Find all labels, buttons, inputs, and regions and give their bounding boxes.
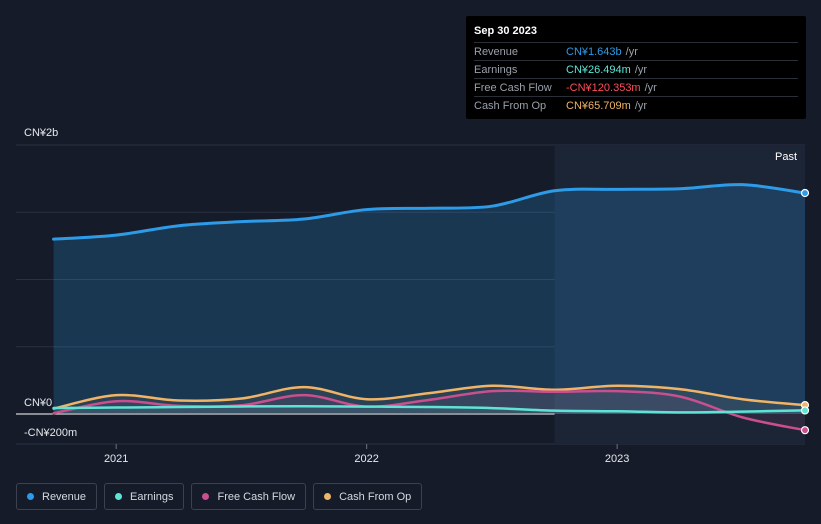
tooltip-value: -CN¥120.353m [566,81,641,94]
x-tick-label: 2023 [605,453,629,465]
y-axis-label-zero: CN¥0 [24,397,52,409]
legend-label: Cash From Op [339,490,412,503]
tooltip-row-earnings: Earnings CN¥26.494m /yr [474,60,798,78]
tooltip-row-cash-from-op: Cash From Op CN¥65.709m /yr [474,96,798,114]
legend-dot-icon [324,493,332,500]
x-tick-label: 2021 [104,453,128,465]
x-axis-ticks: 2021 2022 2023 [104,444,629,465]
dot-layer [800,188,810,435]
past-label: Past [775,151,797,163]
x-tick-label: 2022 [354,453,378,465]
tooltip: Sep 30 2023 Revenue CN¥1.643b /yr Earnin… [466,16,806,119]
cash-from-op-line [52,384,807,410]
tooltip-unit: /yr [634,63,648,76]
tooltip-date: Sep 30 2023 [474,25,537,37]
tooltip-unit: /yr [634,99,648,112]
revenue-line [52,183,807,241]
legend-item-earnings[interactable]: Earnings [104,483,185,510]
revenue-area [53,184,806,414]
legend-label: Revenue [42,490,87,503]
legend-item-cash-from-op[interactable]: Cash From Op [313,483,423,510]
free-cash-flow-area [53,390,806,431]
tooltip-unit: /yr [625,45,638,58]
tooltip-unit: /yr [644,81,657,94]
earnings-end-point[interactable] [800,406,810,415]
y-axis-label-bottom: -CN¥200m [24,427,77,439]
tooltip-row-revenue: Revenue CN¥1.643b /yr [474,42,798,60]
legend: Revenue Earnings Free Cash Flow Cash Fro… [16,483,423,510]
tooltip-name: Cash From Op [474,99,547,112]
legend-label: Free Cash Flow [217,490,296,503]
earnings-line [52,404,807,414]
legend-label: Earnings [130,490,174,503]
free-cash-flow-end-point[interactable] [800,426,810,435]
legend-dot-icon [202,493,210,500]
tooltip-name: Revenue [474,45,519,58]
tooltip-name: Earnings [474,63,518,76]
tooltip-value: CN¥1.643b [566,45,622,58]
revenue-end-point[interactable] [800,188,810,198]
legend-dot-icon [115,493,123,500]
legend-item-revenue[interactable]: Revenue [16,483,98,510]
legend-dot-icon [27,493,34,500]
tooltip-name: Free Cash Flow [474,81,552,94]
tooltip-row-free-cash-flow: Free Cash Flow -CN¥120.353m /yr [474,78,798,96]
y-axis-label-top: CN¥2b [24,127,58,139]
tooltip-value: CN¥65.709m [566,99,631,112]
legend-item-free-cash-flow[interactable]: Free Cash Flow [191,483,307,510]
past-region [554,145,805,444]
tooltip-value: CN¥26.494m [566,63,631,76]
line-layer [52,183,807,432]
